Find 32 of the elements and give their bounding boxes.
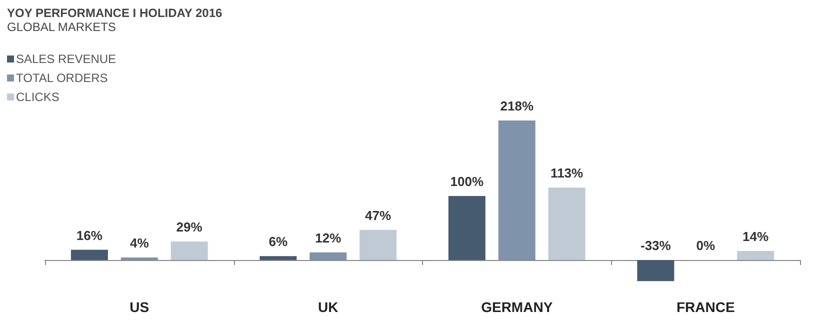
data-label: 6%	[268, 234, 288, 250]
bar	[448, 196, 486, 260]
legend-label: CLICKS	[16, 90, 60, 104]
data-label: 14%	[742, 229, 770, 244]
bar	[498, 120, 536, 260]
legend-label: TOTAL ORDERS	[16, 71, 108, 85]
bar	[548, 188, 586, 260]
x-tick-label: UK	[318, 299, 338, 315]
bar	[120, 257, 158, 260]
bar	[360, 230, 397, 260]
x-tick-label: GERMANY	[481, 299, 554, 315]
data-label: 12%	[315, 230, 342, 246]
data-label: 4%	[130, 235, 150, 250]
chart-subtitle: GLOBAL MARKETS	[7, 20, 116, 34]
data-label: 47%	[365, 208, 392, 223]
bar	[70, 250, 108, 260]
chart-title: YOY PERFORMANCE I HOLIDAY 2016	[7, 6, 222, 20]
data-label: 29%	[176, 219, 203, 234]
bar	[737, 251, 774, 260]
bar	[260, 256, 297, 260]
data-label: 113%	[550, 166, 584, 181]
bar	[637, 260, 674, 282]
data-label: 16%	[76, 228, 103, 243]
data-label: 0%	[696, 238, 716, 253]
bar	[310, 252, 347, 260]
bar	[170, 241, 208, 260]
data-label: 100%	[450, 174, 484, 189]
data-label: -33%	[640, 238, 672, 253]
x-tick-label: FRANCE	[676, 299, 735, 315]
legend-label: SALES REVENUE	[16, 52, 116, 66]
x-tick-label: US	[130, 299, 150, 315]
data-label: 218%	[500, 98, 534, 114]
